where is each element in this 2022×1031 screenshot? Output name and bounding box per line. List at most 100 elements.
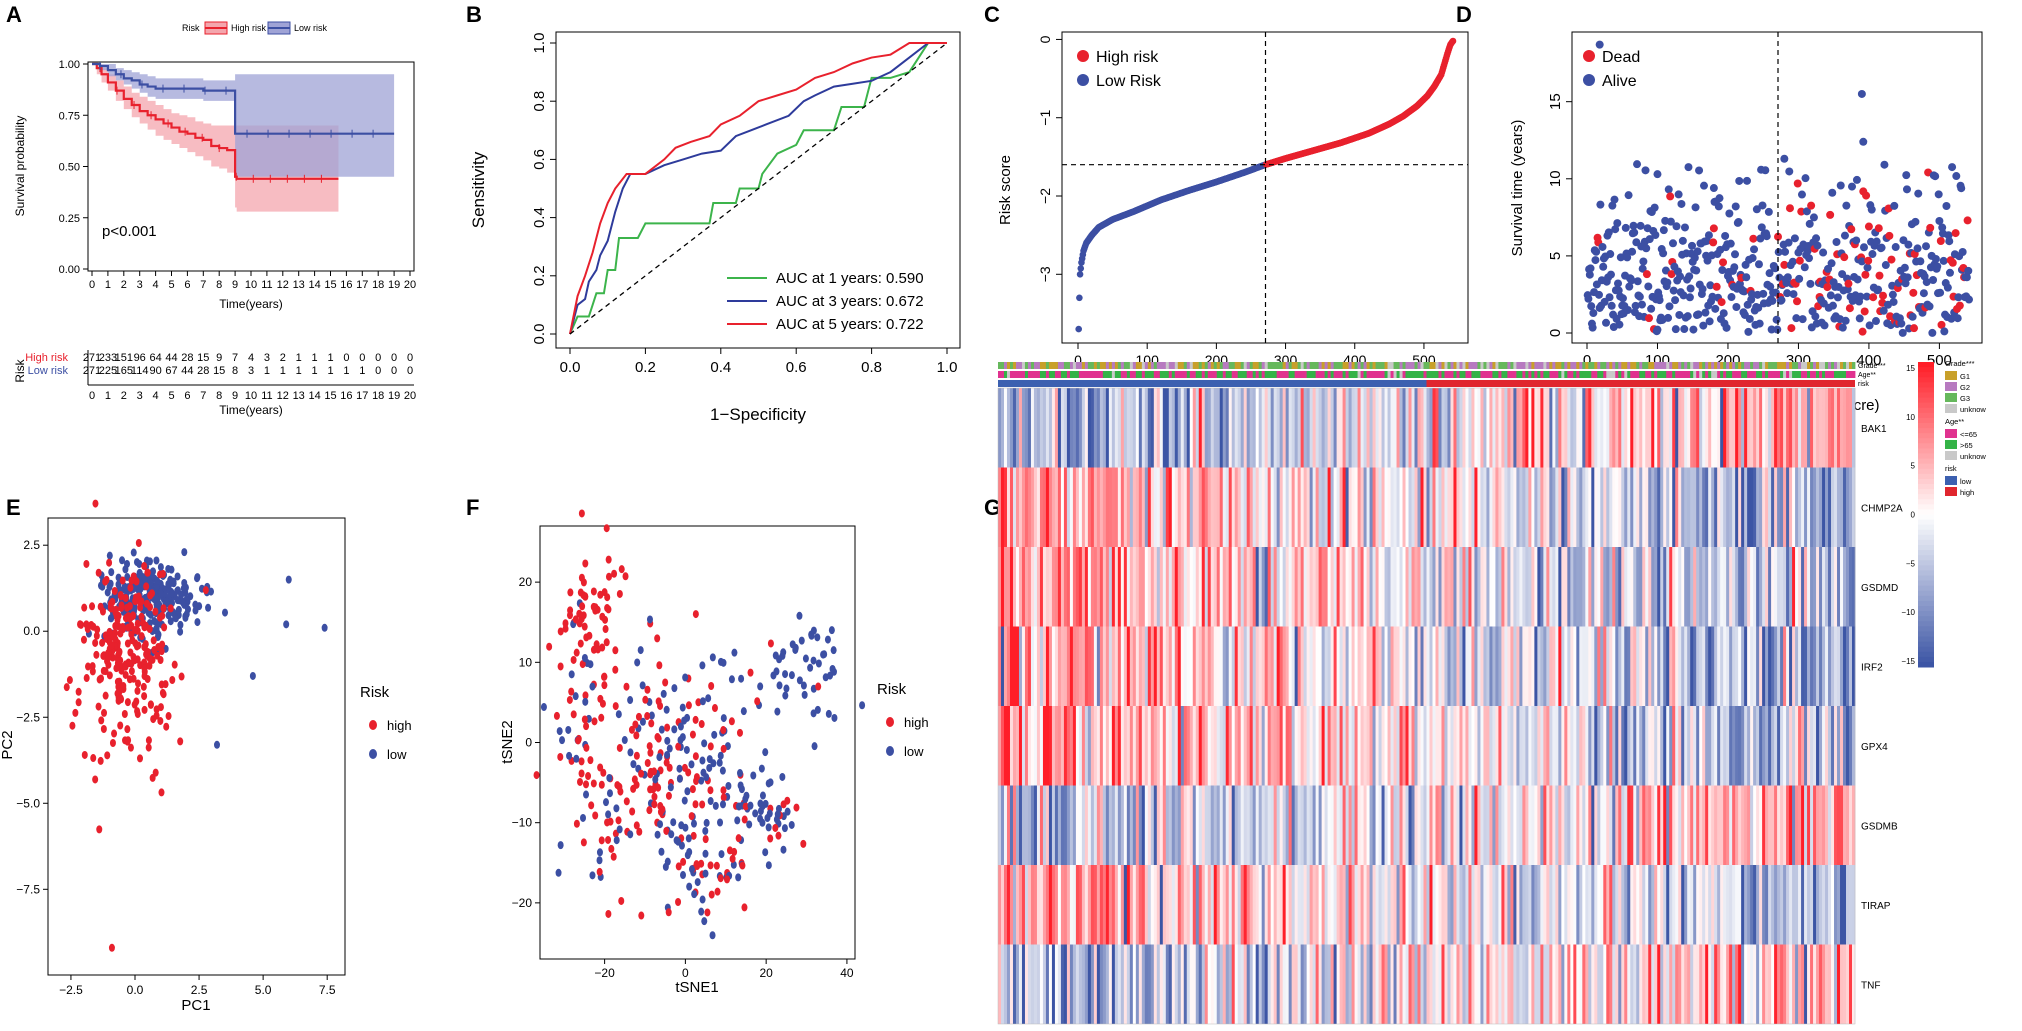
heatmap-cell [1798, 388, 1802, 468]
heatmap-cell [1789, 706, 1793, 786]
alive-point [1965, 295, 1973, 304]
heatmap-cell [1237, 706, 1242, 786]
heatmap-cell [1069, 467, 1074, 547]
heatmap-cell [1042, 547, 1047, 627]
heatmap-cell [1387, 388, 1391, 468]
low-point [283, 620, 290, 629]
grade-track-cell [1300, 362, 1305, 369]
high-point [699, 800, 706, 809]
low-point [707, 797, 714, 806]
age-track-cell [1564, 371, 1568, 378]
heatmap-cell [1702, 547, 1706, 627]
heatmap-cell [1789, 626, 1793, 706]
heatmap-cell [1378, 467, 1382, 547]
heatmap-cell [1252, 547, 1257, 627]
grade-track-cell [1735, 362, 1739, 369]
age-track-cell [1192, 371, 1197, 378]
age-track-cell [1147, 371, 1152, 378]
heatmap-cell [1750, 706, 1754, 786]
low-point [637, 646, 644, 655]
age-track-cell [1387, 371, 1391, 378]
heatmap-cell [1714, 626, 1718, 706]
age-track-cell [1687, 371, 1691, 378]
high-point [650, 785, 657, 794]
risk-count: 7 [232, 352, 238, 364]
grade-track-cell [1576, 362, 1580, 369]
heatmap-cell [1348, 388, 1352, 468]
heatmap-cell [1018, 706, 1023, 786]
heatmap-cell [1453, 626, 1457, 706]
high-point [95, 702, 102, 711]
low-point [788, 820, 795, 829]
heatmap-cell [1735, 626, 1739, 706]
grade-track-cell [1390, 362, 1394, 369]
grade-track-cell [1585, 362, 1589, 369]
alive-point [1783, 289, 1792, 298]
heatmap-cell [1045, 388, 1050, 468]
alive-point [1952, 172, 1961, 181]
heatmap-cell [1654, 388, 1658, 468]
high-point [633, 751, 640, 760]
heatmap-cell [1762, 865, 1766, 945]
heatmap-cell [1495, 547, 1499, 627]
heatmap-cell [1120, 865, 1125, 945]
heatmap-cell [1084, 865, 1089, 945]
grade-track-cell [1831, 362, 1835, 369]
low-point [740, 707, 747, 716]
heatmap-cell [1216, 388, 1221, 468]
heatmap-cell [1522, 547, 1526, 627]
age-track-cell [1456, 371, 1460, 378]
heatmap-cell [1408, 865, 1412, 945]
heatmap-cell [1702, 865, 1706, 945]
legend-title: Risk [877, 681, 907, 698]
heatmap-cell [1642, 626, 1646, 706]
grade-track-cell [1330, 362, 1335, 369]
age-track-cell [1429, 371, 1433, 378]
age-track-cell [1219, 371, 1224, 378]
heatmap-cell [1480, 388, 1484, 468]
low-point [153, 556, 160, 565]
age-track-cell [1657, 371, 1661, 378]
heatmap-cell [1291, 467, 1296, 547]
heatmap-cell [1045, 706, 1050, 786]
heatmap-cell [1816, 706, 1820, 786]
risk-x-tick-label: 8 [216, 390, 222, 402]
heatmap-cell [1666, 785, 1670, 865]
grade-track-cell [1303, 362, 1308, 369]
high-point [638, 769, 645, 778]
alive-point [1678, 236, 1687, 245]
heatmap-cell [1099, 626, 1104, 706]
age-track-cell [1225, 371, 1230, 378]
heatmap-cell [1186, 547, 1191, 627]
heatmap-cell [1357, 388, 1361, 468]
heatmap-cell [1201, 547, 1206, 627]
heatmap-cell [1030, 944, 1035, 1024]
alive-point [1755, 319, 1764, 328]
heatmap-cell [1396, 467, 1400, 547]
heatmap-cell [1066, 626, 1071, 706]
heatmap-cell [1159, 706, 1164, 786]
heatmap-cell [1294, 706, 1299, 786]
heatmap-cell [1426, 547, 1430, 627]
high-point [112, 608, 119, 617]
heatmap-cell [1270, 785, 1275, 865]
heatmap-cell [1315, 785, 1320, 865]
grade-track-cell [1402, 362, 1406, 369]
high-point [702, 835, 709, 844]
age-track-cell [1144, 371, 1149, 378]
heatmap-cell [1633, 467, 1637, 547]
heatmap-cell [1477, 785, 1481, 865]
y-tick-label: 0.2 [531, 265, 548, 286]
age-track-cell [1111, 371, 1116, 378]
alive-point [1800, 263, 1809, 272]
high-point [114, 677, 121, 686]
heatmap-cell [1093, 626, 1098, 706]
heatmap-cell [1312, 785, 1317, 865]
alive-point [1610, 195, 1619, 204]
heatmap-cell [1369, 626, 1373, 706]
low-point [582, 697, 589, 706]
age-track-cell [1534, 371, 1538, 378]
heatmap-cell [1471, 706, 1475, 786]
heatmap-cell [1528, 865, 1532, 945]
heatmap-cell [1618, 626, 1622, 706]
